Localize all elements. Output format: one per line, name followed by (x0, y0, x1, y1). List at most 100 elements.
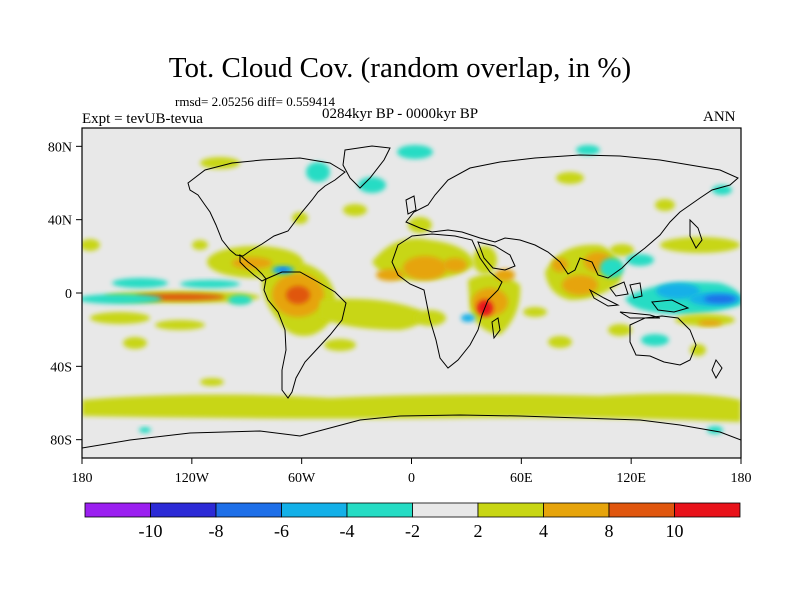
anomaly-patch (600, 258, 624, 278)
colorbar-label: 8 (605, 521, 614, 541)
anomaly-patch (523, 307, 547, 317)
coastline-central-america (239, 253, 267, 282)
anomaly-patch (232, 257, 272, 269)
anomaly-patch (343, 204, 367, 216)
anomaly-patch (200, 157, 240, 169)
experiment-label: Expt = tevUB-tevua (82, 111, 203, 127)
anomaly-patch (655, 199, 675, 211)
lon-tick-label: 0 (408, 471, 415, 486)
coastline-africa (391, 233, 503, 369)
colorbar-swatch (543, 502, 610, 518)
colorbar-swatch (150, 502, 217, 518)
lat-tick-label: 80S (50, 434, 72, 449)
season-label: ANN (703, 109, 736, 125)
coastline-new-guinea (651, 299, 690, 313)
anomaly-patch (443, 258, 467, 272)
colorbar-swatch (608, 502, 675, 518)
anomaly-patch (200, 378, 224, 386)
anomaly-patch (192, 240, 208, 250)
colorbar-label: -2 (405, 521, 420, 541)
coastline-antarctica (82, 414, 741, 449)
lat-tick-label: 40S (50, 360, 72, 375)
anomaly-patch (608, 324, 632, 336)
anomaly-patch (690, 344, 706, 356)
anomaly-patch (397, 145, 433, 159)
lon-tick-label: 180 (731, 471, 752, 486)
anomaly-patch (712, 185, 732, 195)
coastline-britain (405, 195, 417, 215)
colorbar-label: 2 (474, 521, 483, 541)
coastline-indonesia (588, 281, 661, 319)
colorbar-swatch (477, 502, 544, 518)
lon-tick-label: 120E (616, 471, 646, 486)
anomaly-patch (82, 239, 100, 251)
anomaly-patch (704, 295, 736, 303)
coastline-australia (629, 315, 697, 366)
anomaly-patch (324, 339, 356, 351)
anomaly-patch (180, 280, 240, 288)
anomaly-patch (403, 256, 447, 280)
colorbar-swatch (674, 502, 741, 518)
anomaly-patch (306, 162, 330, 182)
colorbar-label: 4 (539, 521, 548, 541)
anomaly-patch (495, 269, 515, 281)
stats-label: rmsd= 2.05256 diff= 0.559414 (175, 94, 335, 109)
colorbar-label: 10 (666, 521, 684, 541)
coastline-south-america (263, 271, 347, 399)
anomaly-patch (358, 177, 386, 193)
page-title: Tot. Cloud Cov. (random overlap, in %) (168, 52, 632, 84)
colorbar-label: -8 (209, 521, 224, 541)
colorbar-label: -4 (340, 521, 355, 541)
colorbar: -10 -8 -6 -4 -2 2 4 8 10 (84, 502, 741, 541)
anomaly-patch (90, 312, 150, 324)
anomaly-patch (610, 244, 634, 256)
anomaly-patch (660, 237, 740, 253)
colorbar-swatch (84, 502, 151, 518)
anomaly-patch (228, 295, 252, 305)
coastline-north-america (187, 157, 346, 257)
coastline-japan (689, 218, 703, 249)
lon-tick-label: 120W (175, 471, 210, 486)
anomaly-patch (548, 336, 572, 348)
latitude-axis: 80N 40N 0 40S 80S (48, 140, 82, 449)
anomaly-patch (562, 275, 598, 295)
coastline-new-zealand (711, 358, 723, 380)
period-label: 0284kyr BP - 0000kyr BP (322, 106, 479, 122)
lat-tick-label: 40N (48, 214, 72, 229)
coastlines (82, 145, 741, 449)
anomaly-patch (556, 172, 584, 184)
lon-tick-label: 60W (288, 471, 316, 486)
coastline-greenland (342, 145, 391, 189)
coastline-arabia (477, 241, 516, 271)
colorbar-swatch (215, 502, 282, 518)
anomaly-patch (278, 268, 288, 272)
coastline-eurasia (405, 154, 739, 279)
anomaly-patch (82, 393, 741, 422)
lat-tick-label: 80N (48, 140, 72, 155)
anomaly-patch (155, 320, 205, 330)
anomaly-patch (641, 334, 669, 346)
lat-tick-label: 0 (65, 287, 72, 302)
anomaly-patch (376, 269, 404, 281)
anomaly-patch (461, 314, 475, 322)
anomaly-patch (656, 283, 700, 299)
anomaly-patch (576, 145, 600, 155)
coastline-madagascar (491, 317, 501, 340)
anomaly-patch (698, 320, 722, 326)
lon-tick-label: 60E (510, 471, 533, 486)
anomaly-patch (473, 246, 497, 274)
colorbar-label: -10 (139, 521, 163, 541)
anomaly-patch (82, 294, 162, 304)
colorbar-label: -6 (274, 521, 289, 541)
anomaly-patch (112, 278, 168, 288)
colorbar-swatch (346, 502, 413, 518)
colorbar-swatch (412, 502, 479, 518)
longitude-axis: 180 120W 60W 0 60E 120E 180 (72, 458, 752, 486)
anomaly-patch (286, 286, 310, 304)
colorbar-swatch (281, 502, 348, 518)
lon-tick-label: 180 (72, 471, 93, 486)
anomaly-patch (408, 217, 432, 233)
anomaly-patch (139, 427, 151, 433)
anomaly-patch (123, 337, 147, 349)
